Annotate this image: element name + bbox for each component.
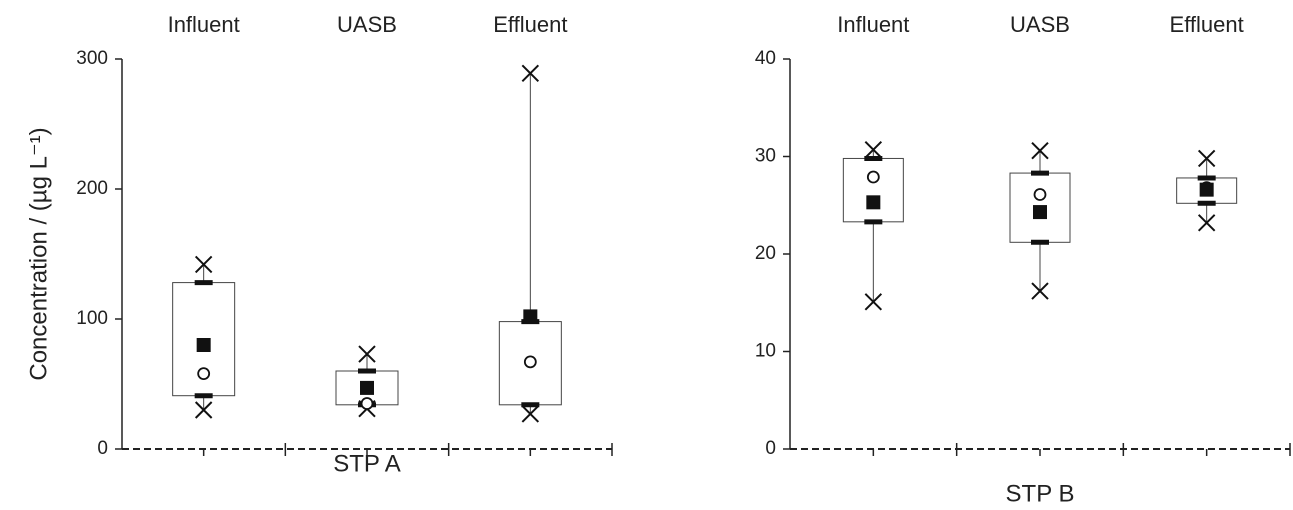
y-tick-label: 10 (755, 341, 776, 362)
extreme-marker (1031, 141, 1049, 160)
median-marker (866, 170, 880, 184)
y-tick-label: 300 (76, 48, 108, 69)
mean-marker (196, 338, 211, 352)
mean-marker (523, 309, 538, 324)
median-marker (197, 367, 211, 381)
box (842, 157, 904, 223)
y-tick-label: 0 (97, 438, 108, 459)
median-marker (360, 397, 374, 410)
x-axis-label: STP B (1006, 480, 1075, 505)
median-marker (523, 355, 537, 369)
y-tick-label: 100 (76, 308, 108, 329)
extreme-marker (194, 401, 213, 419)
y-tick-label: 40 (755, 48, 776, 69)
category-label: Influent (837, 12, 909, 37)
extreme-marker (521, 405, 540, 423)
mean-marker (360, 380, 374, 395)
y-tick-label: 200 (76, 178, 108, 199)
category-label: Influent (168, 12, 240, 37)
category-label: UASB (1010, 12, 1070, 37)
extreme-marker (521, 64, 540, 83)
y-tick-label: 0 (765, 438, 776, 459)
extreme-marker (1197, 149, 1216, 168)
category-label: UASB (337, 12, 397, 37)
extreme-marker (864, 140, 883, 159)
extreme-marker (864, 293, 883, 311)
mean-marker (1033, 205, 1047, 220)
y-tick-label: 30 (755, 146, 776, 167)
category-label: Effluent (1170, 12, 1244, 37)
y-axis-label: Concentration / (µg L⁻¹) (25, 127, 52, 380)
category-label: Effluent (493, 12, 567, 37)
mean-marker (1199, 182, 1214, 197)
mean-marker (866, 195, 881, 210)
extreme-marker (358, 345, 376, 363)
extreme-marker (194, 255, 213, 274)
y-tick-label: 20 (755, 243, 776, 264)
median-marker (1033, 188, 1047, 201)
extreme-marker (1031, 282, 1049, 300)
extreme-marker (1197, 214, 1216, 232)
